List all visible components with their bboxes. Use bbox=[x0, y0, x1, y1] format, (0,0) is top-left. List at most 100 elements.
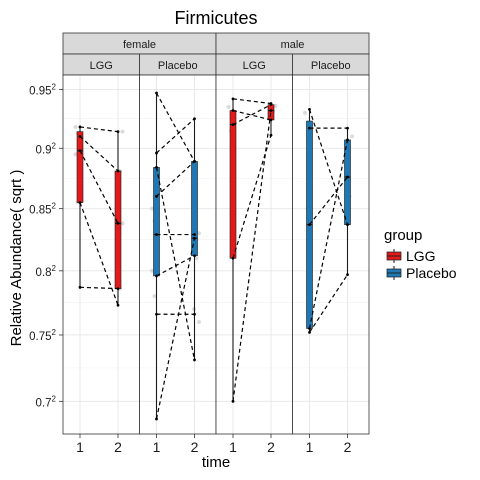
x-tick-label: 2 bbox=[114, 439, 122, 455]
pair-point bbox=[193, 233, 196, 236]
pair-point bbox=[231, 97, 235, 101]
panel-bg bbox=[139, 75, 216, 434]
facet-panels bbox=[62, 74, 370, 435]
x-tick-label: 1 bbox=[76, 439, 84, 455]
y-tick-value: 0.7 bbox=[36, 397, 52, 409]
pair-point bbox=[116, 303, 120, 307]
pair-point bbox=[193, 254, 196, 258]
pair-point bbox=[231, 123, 235, 126]
jitter-point bbox=[73, 124, 78, 129]
y-tick-exponent: 2 bbox=[52, 202, 57, 211]
jitter-point bbox=[152, 294, 157, 299]
jitter-point bbox=[150, 268, 154, 273]
pair-point bbox=[116, 169, 120, 173]
pair-point bbox=[231, 399, 235, 403]
y-tick-label: 0.752 bbox=[29, 328, 56, 343]
panel-bg bbox=[63, 75, 140, 434]
y-tick-label: 0.852 bbox=[29, 202, 56, 217]
jitter-point bbox=[226, 105, 231, 110]
panel-border bbox=[292, 74, 370, 435]
pair-point bbox=[155, 91, 158, 95]
pair-point bbox=[308, 330, 311, 334]
pair-line bbox=[79, 126, 119, 133]
pair-point bbox=[193, 312, 196, 316]
legend-item-placebo: Placebo bbox=[386, 265, 457, 281]
x-axis: 1 2 1 2 1 2 1 2 bbox=[76, 434, 352, 455]
pair-point bbox=[155, 233, 158, 236]
pair-point bbox=[346, 223, 349, 227]
pair-line bbox=[232, 104, 272, 126]
x-tick-label: 1 bbox=[229, 439, 237, 455]
pair-point bbox=[308, 126, 311, 130]
pair-point bbox=[78, 135, 82, 138]
legend-label: LGG bbox=[406, 248, 436, 264]
strip-female-label: female bbox=[123, 39, 156, 51]
box-iqr bbox=[76, 131, 84, 203]
pair-point bbox=[155, 417, 158, 421]
pair-point bbox=[308, 223, 311, 227]
pair-line bbox=[309, 176, 348, 226]
y-tick-exponent: 2 bbox=[52, 141, 57, 150]
y-tick-exponent: 2 bbox=[52, 394, 57, 403]
substrip-male-lgg-label: LGG bbox=[243, 60, 266, 72]
jitter-point bbox=[197, 319, 201, 324]
y-tick-label: 0.82 bbox=[36, 264, 57, 279]
pair-line bbox=[308, 274, 349, 333]
pair-line bbox=[156, 255, 195, 277]
box-iqr bbox=[267, 104, 275, 121]
substrip-female-lgg-label: LGG bbox=[90, 60, 113, 72]
y-tick-value: 0.75 bbox=[29, 331, 51, 343]
jitter-point bbox=[197, 231, 201, 236]
jitter-point bbox=[303, 110, 307, 115]
y-tick-label: 0.92 bbox=[36, 141, 57, 156]
y-tick-value: 0.9 bbox=[36, 144, 52, 156]
x-tick-label: 2 bbox=[267, 439, 275, 455]
pair-point bbox=[269, 133, 273, 137]
pair-line bbox=[79, 135, 119, 172]
pair-point bbox=[155, 274, 158, 278]
y-tick-value: 0.8 bbox=[36, 267, 52, 279]
pair-line bbox=[155, 238, 196, 420]
pair-point bbox=[155, 195, 158, 198]
pair-line bbox=[232, 98, 272, 105]
jitter-point bbox=[350, 134, 354, 139]
pair-point bbox=[231, 109, 235, 112]
box-iqr bbox=[191, 161, 198, 257]
pair-line bbox=[156, 118, 195, 154]
jitter-point bbox=[194, 256, 199, 261]
x-tick-label: 2 bbox=[191, 439, 199, 455]
strip-male-label: male bbox=[281, 39, 305, 51]
jitter-point bbox=[73, 152, 78, 157]
legend-label: Placebo bbox=[406, 265, 457, 281]
strip-female: female bbox=[62, 32, 217, 55]
pair-point bbox=[346, 273, 349, 277]
y-tick-value: 0.95 bbox=[29, 86, 51, 98]
pair-point bbox=[155, 151, 158, 155]
box-male-placebo-time-1 bbox=[306, 109, 313, 333]
y-tick-exponent: 2 bbox=[52, 83, 57, 92]
pair-point bbox=[116, 287, 120, 290]
y-tick-label: 0.952 bbox=[29, 83, 56, 98]
substrip-female-placebo-label: Placebo bbox=[158, 60, 198, 72]
pair-point bbox=[193, 358, 196, 362]
jitter-point bbox=[273, 103, 278, 108]
panel-female-lgg bbox=[62, 74, 140, 435]
x-tick-label: 2 bbox=[344, 439, 352, 455]
box-iqr bbox=[229, 110, 237, 259]
x-tick-label: 1 bbox=[306, 439, 314, 455]
pair-point bbox=[231, 256, 235, 260]
pair-line bbox=[156, 160, 195, 197]
pair-point bbox=[346, 138, 349, 142]
y-tick-value: 0.85 bbox=[29, 205, 51, 217]
chart-title: Firmicutes bbox=[174, 8, 257, 28]
panel-female-placebo bbox=[139, 74, 217, 435]
pair-point bbox=[155, 312, 158, 316]
legend-title: group bbox=[384, 227, 422, 244]
y-tick-label: 0.72 bbox=[36, 394, 57, 409]
pair-point bbox=[308, 327, 311, 330]
pair-point bbox=[269, 103, 273, 107]
